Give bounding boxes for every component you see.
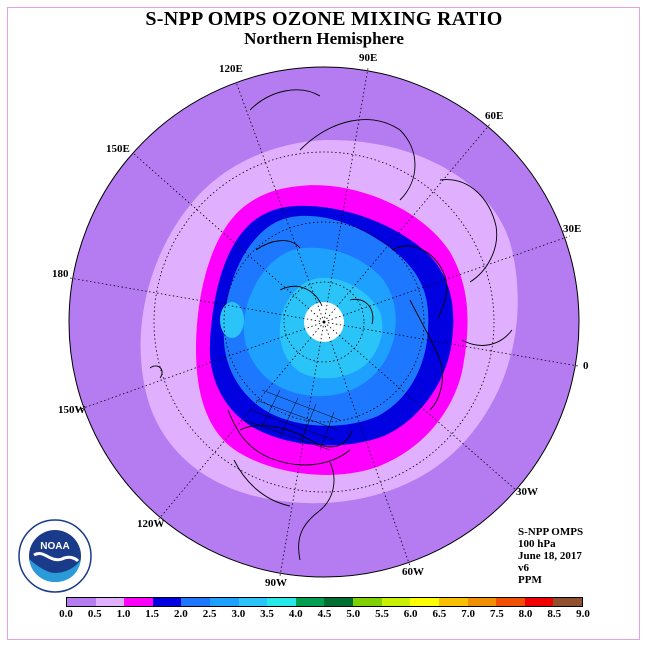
lon-label-150w: 150W — [58, 404, 86, 416]
colorbar-segment — [210, 598, 239, 606]
lon-label-60e: 60E — [485, 110, 504, 122]
lon-label-30e: 30E — [563, 223, 582, 235]
info-pressure: 100 hPa — [518, 538, 556, 550]
graticule — [69, 67, 579, 577]
colorbar-segment — [124, 598, 153, 606]
colorbar-tick-label: 8.0 — [518, 608, 533, 620]
colorbar-segment — [95, 598, 125, 606]
lon-label-60w: 60W — [402, 566, 424, 578]
colorbar-tick-label: 4.5 — [317, 608, 332, 620]
colorbar-segment — [524, 598, 554, 606]
colorbar-tick-label: 6.0 — [403, 608, 418, 620]
colorbar-segment — [267, 598, 296, 606]
us-grid — [243, 389, 341, 451]
colorbar-tick-label: 9.0 — [576, 608, 590, 620]
noaa-logo: NOAA — [18, 519, 92, 593]
contour-3-0-west — [220, 302, 244, 338]
lon-label-0: 0 — [583, 360, 589, 372]
colorbar-segment — [467, 598, 497, 606]
lon-label-120w: 120W — [137, 518, 165, 530]
colorbar-segment — [152, 598, 182, 606]
colorbar-segment — [295, 598, 325, 606]
colorbar-tick-label: 8.5 — [547, 608, 562, 620]
colorbar-tick-label: 3.0 — [231, 608, 246, 620]
lon-label-90e: 90E — [359, 52, 378, 64]
map-title: S-NPP OMPS OZONE MIXING RATIO — [145, 8, 503, 30]
colorbar-segment — [553, 598, 582, 606]
info-block: S-NPP OMPS 100 hPa June 18, 2017 v6 PPM — [518, 526, 583, 586]
colorbar-segment — [238, 598, 268, 606]
colorbar-tick-label: 0.5 — [87, 608, 102, 620]
colorbar-tick-label: 7.0 — [461, 608, 475, 620]
figure-frame — [7, 7, 640, 640]
lon-label-180: 180 — [52, 268, 69, 280]
colorbar-tick-label: 7.5 — [489, 608, 504, 620]
colorbar-tick-label: 5.0 — [346, 608, 361, 620]
colorbar-segment — [496, 598, 525, 606]
colorbar-segment — [67, 598, 96, 606]
colorbar-segment — [353, 598, 382, 606]
colorbar-tick-label: 5.5 — [375, 608, 389, 620]
map-subtitle: Northern Hemisphere — [244, 29, 404, 48]
lon-label-90w: 90W — [265, 577, 287, 589]
colorbar-tick-label: 6.5 — [432, 608, 447, 620]
colorbar-tick-label: 0.0 — [59, 608, 73, 620]
lon-label-120e: 120E — [219, 63, 243, 75]
colorbar-tick-label: 4.0 — [288, 608, 303, 620]
colorbar — [66, 597, 583, 607]
colorbar-tick-label: 1.5 — [145, 608, 160, 620]
colorbar-segment — [381, 598, 411, 606]
info-units: PPM — [518, 574, 542, 586]
info-date: June 18, 2017 — [518, 550, 582, 562]
colorbar-tick-label: 2.0 — [174, 608, 188, 620]
lon-label-150e: 150E — [106, 143, 130, 155]
colorbar-tick-label: 3.5 — [260, 608, 274, 620]
colorbar-segment — [410, 598, 439, 606]
colorbar-segment — [181, 598, 211, 606]
lon-label-30w: 30W — [516, 486, 538, 498]
coastlines — [149, 89, 513, 561]
colorbar-segment — [438, 598, 468, 606]
colorbar-segment — [324, 598, 354, 606]
info-version: v6 — [518, 562, 529, 574]
colorbar-tick-label: 2.5 — [202, 608, 217, 620]
colorbar-tick-label: 1.0 — [116, 608, 131, 620]
info-instrument: S-NPP OMPS — [518, 526, 584, 538]
noaa-logo-text: NOAA — [40, 541, 69, 552]
